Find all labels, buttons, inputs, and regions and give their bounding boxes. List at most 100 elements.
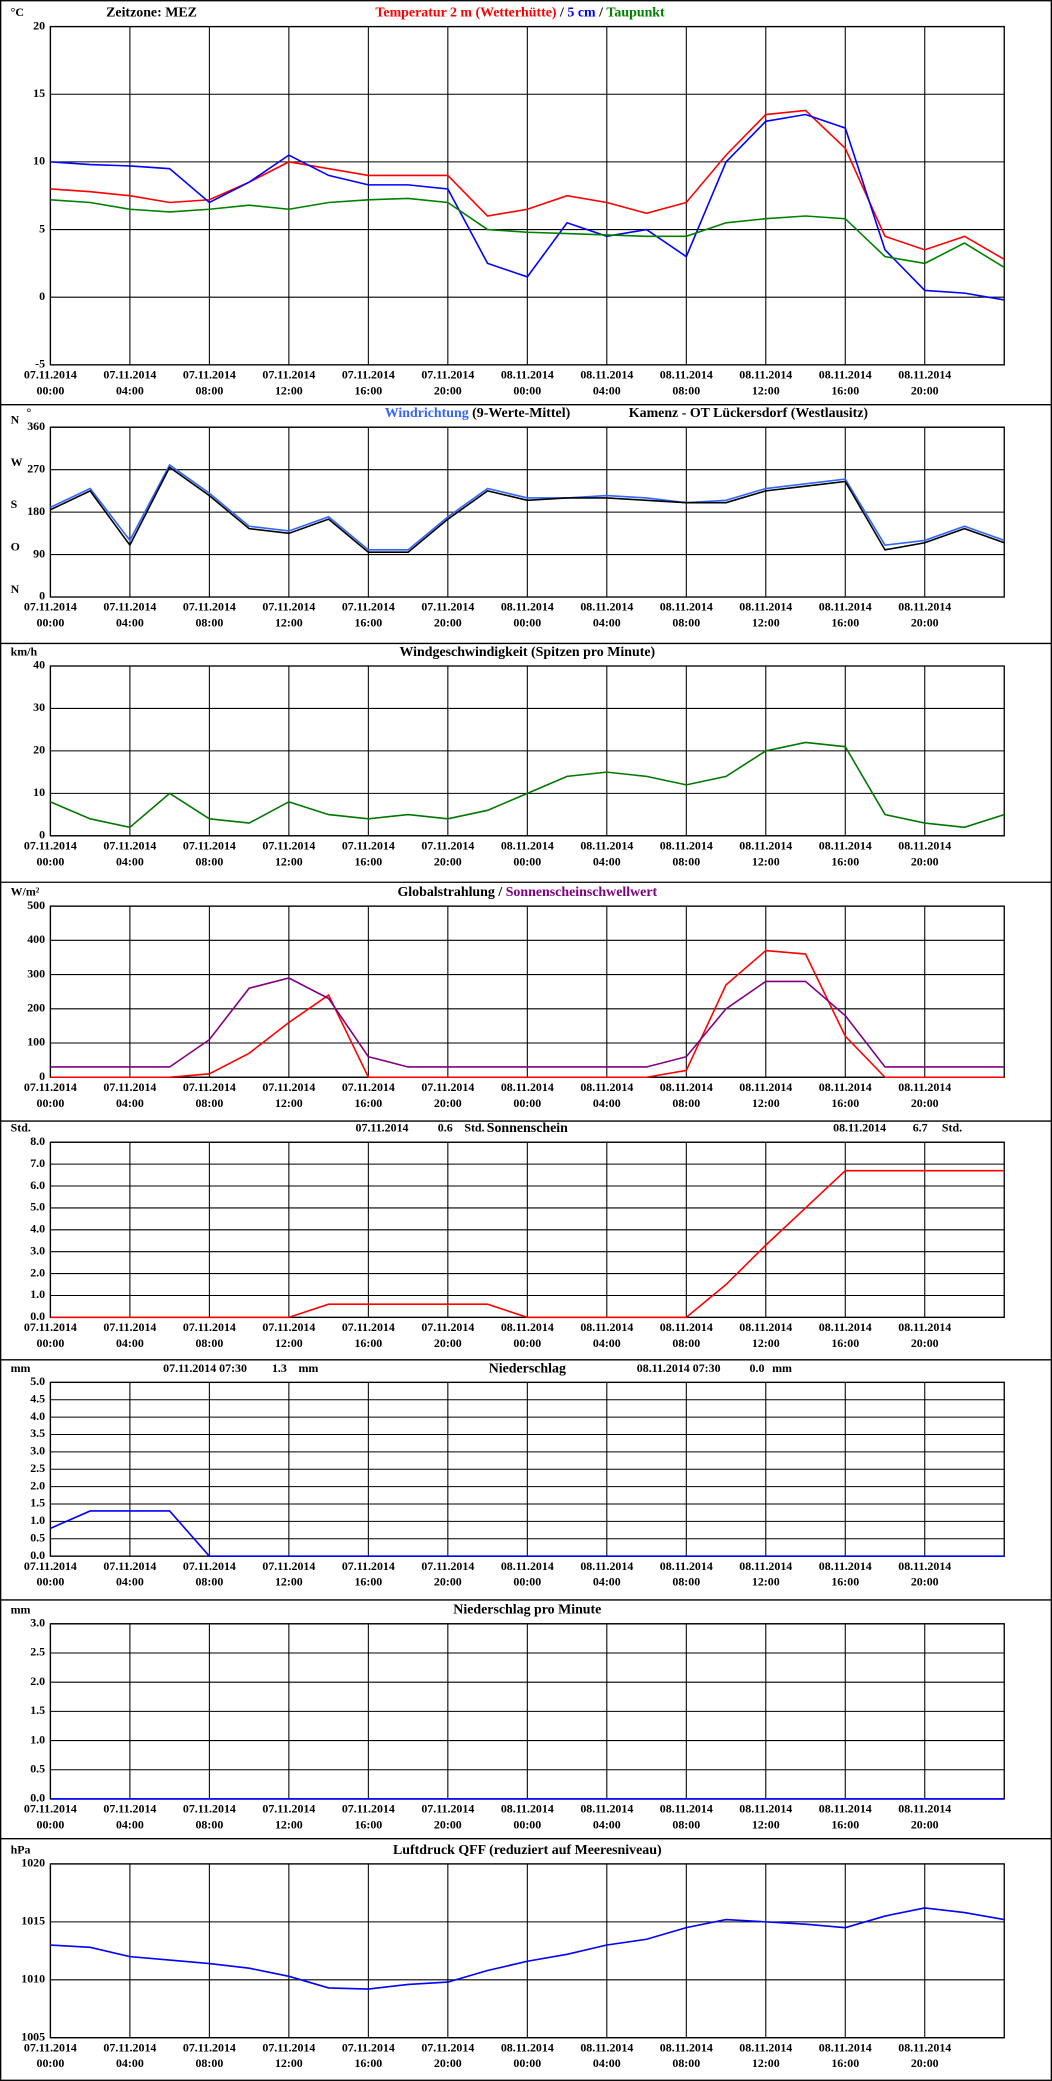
x-tick-line: 08.11.2014 [819,1320,872,1334]
y-tick-label: 4.0 [30,1409,45,1423]
x-tick-line: 08.11.2014 [580,1080,633,1094]
series-line [50,197,1005,269]
y-tick-label: 90 [33,546,45,560]
x-tick-label: 07.11.2014 16:00 [342,599,395,629]
x-tick-label: 07.11.2014 08:00 [183,599,236,629]
x-tick-label: 07.11.2014 16:00 [342,367,395,397]
x-tick-line: 20:00 [434,1574,462,1588]
x-tick-label: 08.11.2014 04:00 [580,367,633,397]
chart-title: Niederschlag pro Minute [453,1603,601,1618]
y-tick-label: 1010 [21,1972,45,1986]
x-tick-label: 08.11.2014 04:00 [580,1558,633,1588]
x-tick-label: 07.11.2014 16:00 [342,1080,395,1110]
x-tick-label: 08.11.2014 20:00 [898,1320,951,1350]
x-tick-label: 08.11.2014 20:00 [898,367,951,397]
x-tick-line: 16:00 [354,1336,382,1350]
x-tick-label: 08.11.2014 00:00 [501,838,554,868]
header-part: / [559,5,564,20]
x-tick-label: 07.11.2014 08:00 [183,1320,236,1350]
x-tick-line: 08.11.2014 [501,1801,554,1815]
chart-title: Niederschlag [489,1361,566,1376]
x-tick-line: 00:00 [513,1817,541,1831]
y-tick-label: 100 [27,1035,45,1049]
x-tick-label: 07.11.2014 00:00 [24,599,77,629]
x-tick-label: 08.11.2014 08:00 [660,838,713,868]
x-tick-label: 08.11.2014 08:00 [660,2040,713,2070]
x-tick-label: 07.11.2014 16:00 [342,838,395,868]
x-tick-line: 07.11.2014 [103,2040,156,2054]
x-tick-label: 07.11.2014 00:00 [24,1801,77,1831]
y-tick-label: 2.0 [30,1478,45,1492]
chart-title: Sonnenschein [487,1121,568,1136]
x-tick-line: 07.11.2014 [342,367,395,381]
x-tick-line: 08.11.2014 [501,2040,554,2054]
x-tick-line: 08.11.2014 [739,1558,792,1572]
x-tick-line: 20:00 [434,1817,462,1831]
x-tick-label: 08.11.2014 00:00 [501,1801,554,1831]
x-tick-line: 07.11.2014 [262,1558,315,1572]
x-tick-line: 08.11.2014 [819,1080,872,1094]
x-tick-line: 08.11.2014 [660,838,713,852]
summary-unit: Std. [942,1121,962,1135]
x-tick-label: 08.11.2014 20:00 [898,838,951,868]
x-tick-line: 08.11.2014 [819,367,872,381]
x-tick-label: 07.11.2014 20:00 [421,367,474,397]
summary-unit: mm [298,1361,318,1375]
x-tick-line: 12:00 [752,1336,780,1350]
x-tick-line: 04:00 [116,615,144,629]
y-tick-label: 40 [33,658,45,672]
y-tick-label: 0.5 [30,1531,45,1545]
x-tick-line: 08.11.2014 [580,367,633,381]
x-tick-label: 08.11.2014 04:00 [580,1080,633,1110]
x-tick-line: 12:00 [752,1096,780,1110]
unit-label: °C [11,5,24,19]
x-tick-line: 08:00 [672,854,700,868]
x-tick-label: 08.11.2014 20:00 [898,1558,951,1588]
x-tick-line: 16:00 [831,383,859,397]
x-tick-line: 07.11.2014 [183,599,236,613]
compass-label: S [11,497,18,511]
y-tick-label: 3.0 [30,1444,45,1458]
x-tick-line: 20:00 [911,1096,939,1110]
x-tick-line: 08.11.2014 [898,1558,951,1572]
x-tick-line: 08.11.2014 [580,2040,633,2054]
y-tick-label: 0 [39,289,45,303]
x-tick-line: 00:00 [36,1817,64,1831]
y-tick-label: 6.0 [30,1178,45,1192]
x-tick-line: 07.11.2014 [421,367,474,381]
x-tick-label: 08.11.2014 08:00 [660,1558,713,1588]
x-tick-line: 08.11.2014 [580,1801,633,1815]
series-line [50,741,1005,829]
x-tick-line: 07.11.2014 [183,1558,236,1572]
x-tick-line: 07.11.2014 [24,367,77,381]
x-tick-line: 00:00 [36,1096,64,1110]
legend-entry: Temperatur 2 m (Wetterhütte) [375,5,556,20]
x-tick-line: 00:00 [513,1336,541,1350]
x-tick-line: 12:00 [752,1817,780,1831]
x-tick-line: 08.11.2014 [739,1080,792,1094]
x-tick-line: 08.11.2014 [898,599,951,613]
x-tick-line: 00:00 [513,2056,541,2070]
x-tick-line: 07.11.2014 [103,1080,156,1094]
x-tick-label: 08.11.2014 00:00 [501,2040,554,2070]
x-tick-line: 00:00 [36,383,64,397]
x-tick-line: 08.11.2014 [660,2040,713,2054]
x-tick-line: 08.11.2014 [819,1558,872,1572]
x-tick-line: 07.11.2014 [262,838,315,852]
chart-header: Windrichtung (9-Werte-Mittel) [385,406,571,421]
x-tick-line: 16:00 [354,383,382,397]
x-tick-line: 07.11.2014 [421,1558,474,1572]
x-tick-label: 08.11.2014 16:00 [819,1558,872,1588]
x-tick-line: 08.11.2014 [660,1320,713,1334]
x-tick-label: 07.11.2014 08:00 [183,838,236,868]
x-tick-line: 16:00 [831,615,859,629]
x-tick-label: 07.11.2014 20:00 [421,1801,474,1831]
x-tick-line: 07.11.2014 [103,838,156,852]
x-tick-line: 08:00 [195,1096,223,1110]
x-tick-line: 08.11.2014 [739,1801,792,1815]
x-tick-line: 12:00 [275,1336,303,1350]
summary-value: 1.3 [272,1361,287,1375]
x-tick-line: 08:00 [672,1336,700,1350]
x-tick-line: 08:00 [672,383,700,397]
y-tick-label: 1.0 [30,1732,45,1746]
